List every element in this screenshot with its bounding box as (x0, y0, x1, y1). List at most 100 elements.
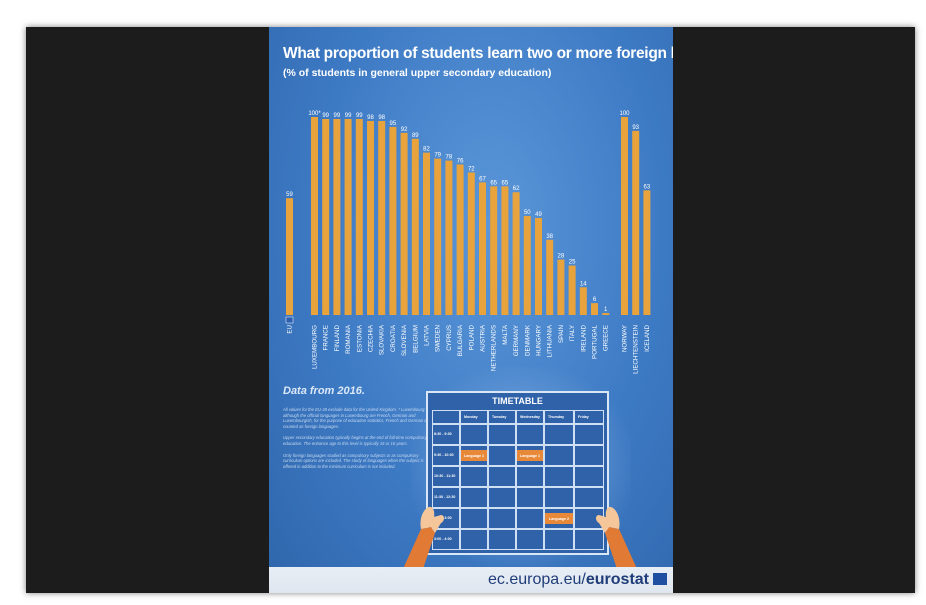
bar-poland (467, 172, 475, 315)
timetable-time-label: 10:30 - 11:30 (434, 474, 456, 478)
bar-sweden (434, 158, 442, 315)
timetable-day-header: Friday (578, 415, 589, 419)
value-label: 65 (502, 180, 509, 186)
category-label: ITALY (569, 325, 576, 341)
timetable-cell (432, 424, 460, 445)
bar-france (322, 118, 330, 315)
bar-ireland (579, 287, 587, 315)
timetable-cell (488, 410, 516, 424)
timetable-day-header: Monday (464, 415, 478, 419)
timetable-cell (460, 487, 488, 508)
category-label: CYPRUS (446, 325, 453, 351)
timetable-cell (432, 410, 460, 424)
bar-netherlands (490, 186, 498, 315)
note-paragraph: All values for the EU-28 exclude data fo… (283, 407, 431, 429)
bar-slovakia (378, 120, 386, 316)
infographic-poster: What proportion of students learn two or… (269, 27, 673, 593)
timetable-cell (460, 424, 488, 445)
category-label: BULGARIA (457, 324, 464, 356)
bar-austria (479, 182, 486, 315)
timetable-cell (460, 445, 488, 466)
timetable-time-label: 11:30 - 12:30 (434, 495, 456, 499)
timetable-cell (488, 466, 516, 487)
bar-greece (602, 313, 610, 315)
bar-eu (286, 198, 293, 315)
bar-malta (501, 186, 509, 315)
category-label: EU (287, 325, 294, 334)
timetable-language-slot: Language 2 (545, 513, 573, 524)
bar-czechia (367, 120, 374, 316)
timetable-cell (544, 410, 574, 424)
chart-title: What proportion of students learn two or… (283, 45, 673, 62)
bar-chart: 59 EU 100* LUXEMBOURG 99 FRANCE 99 FINLAND 99 ROM… (285, 111, 651, 374)
timetable-title: TIMETABLE (492, 396, 543, 406)
bar-denmark (523, 216, 531, 315)
value-label: 62 (513, 186, 520, 192)
timetable-time-label: 8:30 - 9:30 (434, 432, 452, 436)
category-label: SLOVAKIA (379, 324, 386, 355)
category-label: GERMANY (513, 325, 520, 356)
category-label: LATVIA (424, 324, 431, 346)
eurostat-url[interactable]: ec.europa.eu/eurostat (488, 571, 649, 589)
timetable-cell (488, 487, 516, 508)
timetable-cell (544, 466, 574, 487)
timetable-cell (574, 466, 604, 487)
note-paragraph: Only foreign languages studied as compul… (283, 452, 424, 469)
value-label: 100* (308, 111, 321, 117)
value-label: 98 (378, 115, 385, 121)
timetable-cell (432, 466, 460, 487)
right-hand-illustration (596, 506, 637, 569)
category-label: NETHERLANDS (491, 325, 498, 371)
bar-finland (333, 118, 341, 315)
timetable-cell (432, 487, 460, 508)
notes-title: Data from 2016. (283, 385, 365, 397)
left-hand-illustration (403, 506, 444, 569)
value-label: 78 (446, 155, 453, 161)
category-label: HUNGARY (536, 325, 543, 356)
category-label: LITHUANIA (547, 324, 554, 357)
value-label: 49 (535, 212, 542, 218)
url-brand: eurostat (585, 571, 649, 588)
category-label: AUSTRIA (480, 324, 487, 352)
timetable-cell (574, 487, 604, 508)
timetable-cell (574, 445, 604, 466)
eu-flag-icon (653, 573, 667, 585)
notes-panel: Data from 2016. All values for the EU-28… (283, 385, 433, 475)
value-label: 38 (546, 234, 553, 240)
category-label: FINLAND (334, 324, 341, 351)
timetable-cell (574, 424, 604, 445)
timetable-cell (460, 466, 488, 487)
category-label: FRANCE (323, 325, 330, 350)
value-label: 99 (345, 113, 352, 119)
timetable-cell (516, 424, 544, 445)
bar-hungary (535, 217, 542, 315)
value-label: 65 (490, 180, 497, 186)
timetable-cell (574, 410, 604, 424)
timetable-cell (516, 508, 544, 529)
value-label: 98 (367, 115, 374, 121)
timetable-cell (516, 466, 544, 487)
bar-romania (344, 118, 352, 315)
timetable-cell (516, 445, 544, 466)
category-label: ICELAND (644, 324, 651, 351)
bar-croatia (389, 126, 397, 316)
value-label: 79 (434, 153, 441, 159)
value-label: 25 (569, 260, 576, 266)
value-label: 95 (390, 121, 397, 127)
category-label: NORWAY (622, 325, 629, 352)
value-label: 6 (593, 297, 597, 303)
value-label: 63 (644, 184, 651, 190)
value-label: 82 (423, 147, 430, 153)
eu-flag-icon (285, 316, 294, 324)
timetable-cell (488, 529, 516, 550)
value-label: 28 (558, 254, 565, 260)
timetable-day-header: Tuesday (492, 415, 507, 419)
bar-cyprus (445, 160, 453, 315)
value-label: 99 (356, 113, 363, 119)
value-label: 14 (580, 281, 587, 287)
timetable-cell (432, 445, 460, 466)
bar-italy (568, 265, 576, 315)
category-label: GREECE (603, 325, 610, 351)
value-label: 67 (479, 176, 486, 182)
timetable-day-header: Wednesday (520, 415, 540, 419)
